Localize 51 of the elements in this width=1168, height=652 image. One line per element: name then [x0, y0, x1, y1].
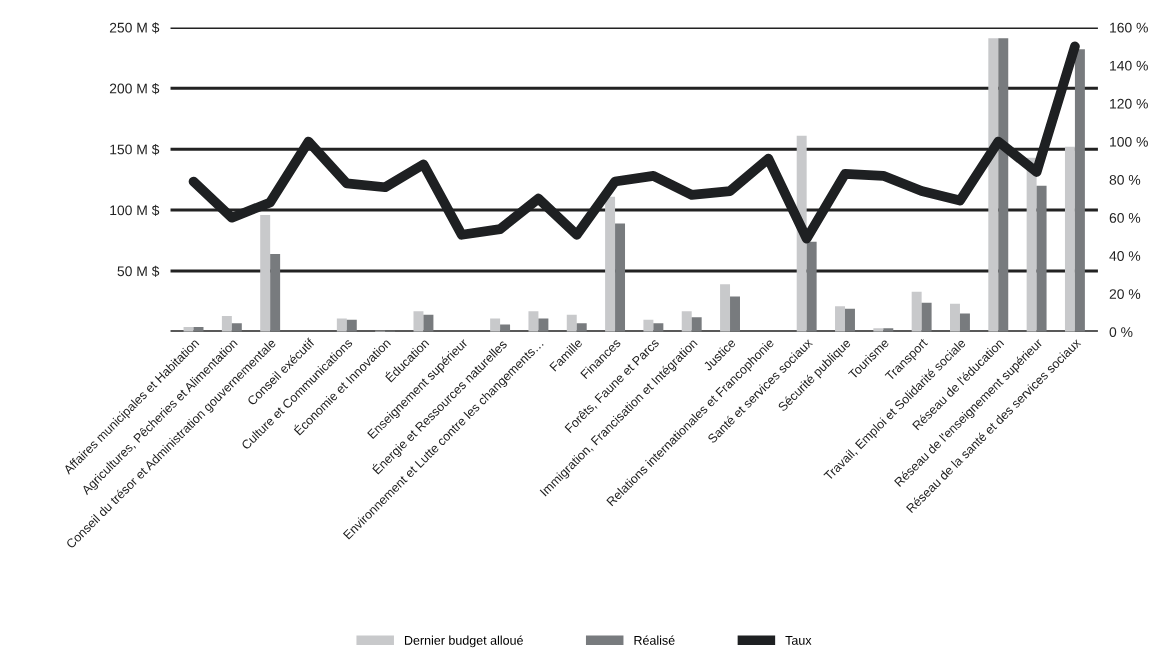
y2-tick-label: 160 %: [1110, 22, 1148, 33]
bar: [538, 318, 549, 332]
y2-tick-label: 100 %: [1110, 136, 1148, 147]
bar: [691, 317, 702, 332]
bar: [615, 223, 626, 332]
bar: [959, 313, 970, 332]
y2-tick-label: 60 %: [1109, 213, 1141, 223]
y2-tick-label: 80 %: [1109, 174, 1141, 185]
bar: [260, 214, 271, 332]
bar: [413, 311, 424, 332]
bar: [346, 319, 357, 332]
bar: [270, 253, 281, 332]
bar: [1074, 49, 1085, 332]
bar: [231, 323, 242, 332]
bar: [1036, 185, 1047, 332]
bar: [576, 323, 587, 332]
legend-label: Taux: [785, 636, 812, 645]
legend-label: Dernier budget alloué: [404, 635, 523, 648]
y2-tick-label: 120 %: [1110, 98, 1148, 109]
bar: [566, 314, 577, 332]
y2-tick-label: 140 %: [1110, 60, 1148, 71]
y-tick-label: 150 M $: [110, 143, 160, 156]
y-tick-label: 200 M $: [109, 83, 160, 95]
bar: [720, 284, 731, 332]
bar: [653, 323, 664, 332]
bar: [490, 318, 501, 332]
y-tick-label: 100 M $: [110, 204, 160, 217]
bar: [835, 306, 845, 332]
y2-tick-label: 20 %: [1109, 289, 1141, 299]
bar: [221, 316, 232, 332]
bar: [911, 291, 922, 332]
bar: [806, 241, 817, 332]
bar: [844, 308, 855, 332]
bar: [528, 311, 539, 332]
y-tick-label: 50 M $: [117, 265, 160, 277]
bar: [605, 196, 616, 332]
bar: [998, 38, 1009, 332]
bar: [643, 319, 654, 332]
y2-tick-label: 0 %: [1109, 327, 1133, 338]
bar: [950, 303, 960, 332]
bar: [988, 38, 999, 332]
bar: [681, 311, 692, 332]
legend-label: Réalisé: [634, 635, 675, 645]
y-tick-label: 250 M $: [109, 22, 160, 34]
bar: [921, 302, 932, 332]
bar: [336, 318, 347, 332]
y2-tick-label: 40 %: [1109, 251, 1141, 261]
bar: [1064, 146, 1075, 332]
bar: [730, 296, 740, 332]
bar: [1026, 157, 1037, 332]
bar: [423, 314, 434, 332]
